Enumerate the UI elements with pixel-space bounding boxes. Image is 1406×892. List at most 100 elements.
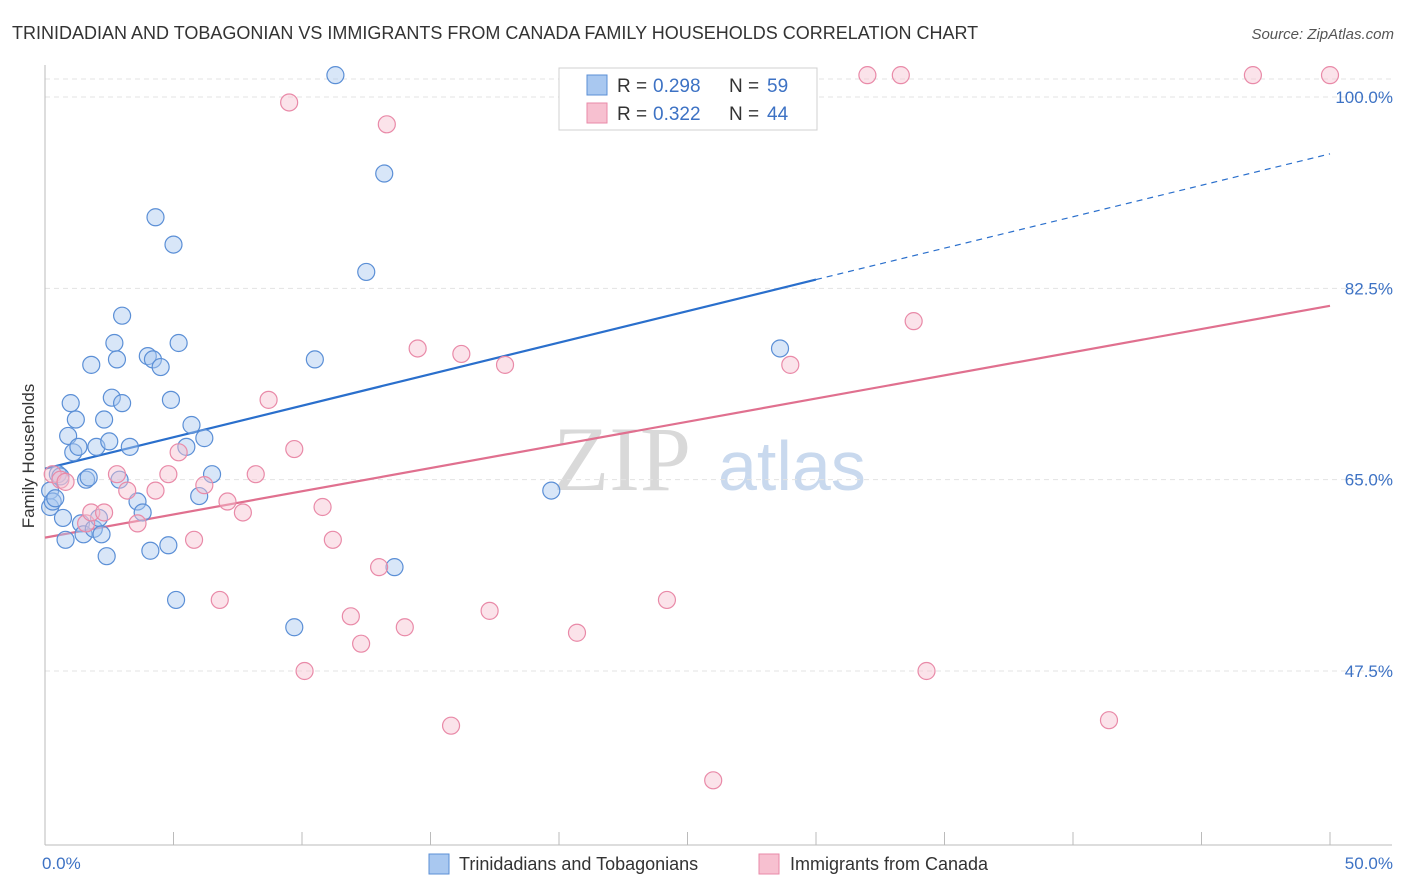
point-blue-37 [146,208,165,227]
point-pink-9 [146,481,165,500]
point-pink-37 [781,355,800,374]
point-blue-53 [375,164,394,183]
point-blue-54 [385,558,404,577]
point-pink-32 [480,601,499,620]
point-pink-26 [370,558,389,577]
point-pink-6 [107,465,127,484]
point-blue-41 [164,235,183,254]
bottom-legend-label-blue: Trinidadians and Tobagonians [459,854,698,874]
point-blue-27 [107,350,127,369]
bottom-legend: Trinidadians and Tobagonians Immigrants … [428,853,989,875]
point-blue-49 [285,618,304,637]
point-blue-22 [95,410,114,429]
point-blue-7 [56,530,75,549]
y-tick-label-1: 65.0% [1345,471,1393,490]
trend-line-blue [44,278,817,470]
top-legend: R = 0.298 N = 59 R = 0.322 N = 44 [558,67,818,131]
trend-line-pink [44,304,1331,539]
point-blue-2 [43,492,62,511]
point-blue-6 [53,508,73,528]
point-blue-47 [195,429,214,448]
point-pink-17 [246,465,265,484]
legend-swatch-pink [586,102,608,124]
point-pink-29 [408,339,427,358]
point-pink-12 [184,530,204,549]
point-blue-50 [305,350,324,369]
point-pink-39 [891,66,910,85]
point-pink-41 [917,661,936,681]
watermark-zip: ZIP [553,408,691,510]
point-pink-27 [377,115,396,134]
point-blue-52 [357,262,376,282]
tick-labels: 47.5% 65.0% 82.5% 100.0% 0.0% 50.0% [42,88,1393,873]
point-pink-5 [95,503,114,522]
point-pink-38 [858,66,877,85]
legend-n-label-blue: N = [729,76,759,97]
point-pink-20 [285,439,304,459]
point-pink-33 [495,355,515,374]
point-blue-43 [169,333,188,353]
bottom-legend-label-pink: Immigrants from Canada [790,854,989,874]
point-blue-51 [326,66,345,85]
point-pink-23 [323,530,342,549]
legend-n-label-pink: N = [729,104,759,125]
point-blue-39 [159,536,178,555]
point-pink-19 [280,93,299,112]
point-pink-22 [313,497,332,517]
point-pink-15 [218,492,237,511]
point-pink-35 [657,590,677,610]
point-blue-11 [66,410,85,429]
point-pink-3 [77,514,96,533]
point-blue-29 [112,394,132,413]
data-points [41,66,1340,790]
point-pink-18 [259,390,278,409]
point-blue-40 [161,390,181,409]
trend-lines [44,153,1331,539]
legend-n-value-blue: 59 [767,76,788,97]
point-blue-10 [64,443,83,462]
point-blue-46 [190,486,209,506]
point-pink-34 [567,623,587,642]
y-tick-label-2: 82.5% [1345,279,1393,298]
point-pink-24 [341,607,360,626]
point-pink-4 [82,503,101,522]
point-pink-28 [395,618,414,637]
point-blue-31 [120,437,139,456]
point-blue-9 [61,394,80,413]
point-pink-30 [441,716,461,735]
point-blue-14 [74,525,93,544]
point-pink-43 [1243,66,1263,85]
point-blue-3 [46,489,65,508]
point-blue-17 [82,355,101,374]
legend-r-label-blue: R = [617,76,647,97]
point-blue-56 [770,339,790,358]
legend-swatch-blue [586,74,608,96]
point-blue-55 [542,481,561,500]
point-blue-30 [112,306,132,325]
point-pink-21 [295,661,314,681]
point-pink-2 [56,472,75,491]
point-pink-31 [452,344,471,364]
point-blue-21 [92,525,111,544]
legend-r-value-blue: 0.298 [653,76,701,97]
point-blue-25 [102,388,121,407]
point-blue-12 [69,437,88,456]
y-axis-label: Family Households [19,384,38,529]
point-blue-26 [105,333,124,353]
x-tick-label-1: 50.0% [1345,854,1393,873]
point-blue-23 [97,547,116,566]
point-pink-13 [195,476,214,495]
legend-r-label-pink: R = [617,104,647,125]
watermark-atlas: atlas [718,427,866,505]
legend-r-value-pink: 0.322 [653,104,701,125]
point-blue-15 [77,470,96,489]
bottom-legend-swatch-blue [428,853,450,875]
y-tick-label-0: 47.5% [1345,662,1393,681]
point-blue-24 [100,432,119,451]
point-pink-8 [128,514,147,533]
point-pink-36 [704,771,723,790]
y-tick-label-3: 100.0% [1335,88,1393,107]
point-blue-34 [138,347,157,366]
point-blue-36 [143,350,163,369]
